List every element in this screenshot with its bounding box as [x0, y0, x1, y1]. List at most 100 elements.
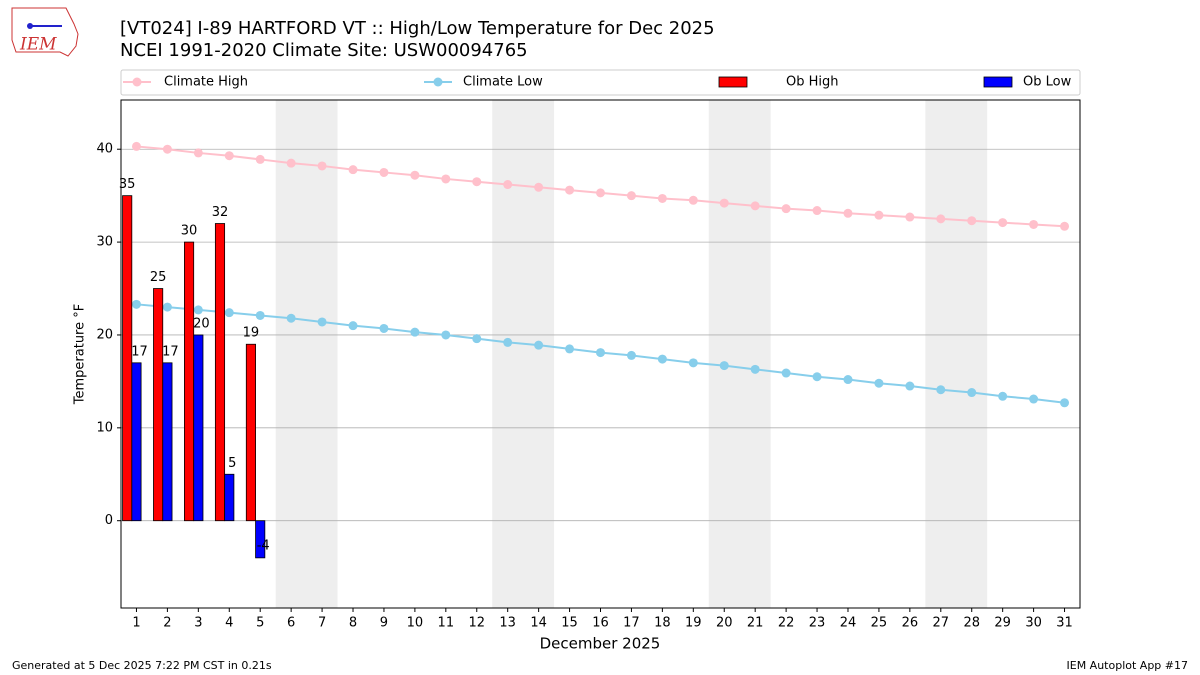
x-tick-label: 27	[933, 616, 950, 631]
point	[626, 350, 636, 360]
point	[286, 158, 296, 168]
x-tick-label: 29	[994, 616, 1011, 631]
bar-label: 5	[228, 456, 236, 471]
point	[843, 208, 853, 218]
point	[967, 216, 977, 226]
legend-label: Ob High	[786, 75, 839, 90]
legend-label: Ob Low	[1023, 75, 1072, 90]
point	[534, 340, 544, 350]
point	[936, 214, 946, 224]
y-tick-label: 40	[96, 142, 113, 157]
x-tick-label: 14	[530, 616, 547, 631]
point	[441, 174, 451, 184]
point	[657, 193, 667, 203]
legend-box	[120, 69, 1081, 96]
point	[565, 185, 575, 195]
point	[936, 385, 946, 395]
y-tick-label: 10	[96, 420, 113, 435]
legend-swatch	[983, 76, 1013, 88]
point	[1029, 219, 1039, 229]
point	[596, 348, 605, 358]
chart-title: [VT024] I-89 HARTFORD VT :: High/Low Tem…	[120, 18, 715, 39]
point	[348, 165, 358, 175]
x-tick-label: 1	[132, 616, 140, 631]
point	[255, 310, 265, 320]
line	[136, 145, 1065, 228]
point	[441, 330, 451, 340]
x-tick-label: 15	[561, 616, 578, 631]
point	[998, 391, 1008, 401]
point	[317, 161, 327, 171]
point	[224, 151, 234, 161]
bar	[153, 288, 164, 522]
point	[843, 375, 853, 385]
point	[719, 361, 729, 371]
logo-outline	[11, 7, 79, 57]
logo-text: IEM	[19, 35, 57, 55]
bar	[214, 223, 226, 522]
y-tick-label: 20	[96, 327, 113, 342]
x-tick-label: 31	[1056, 616, 1073, 631]
footer-right: IEM Autoplot App #17	[1067, 659, 1189, 672]
point	[688, 195, 698, 205]
bar-label: 19	[243, 326, 260, 341]
point	[781, 368, 791, 378]
point	[1060, 398, 1070, 408]
x-tick-label: 25	[871, 616, 888, 631]
point	[379, 323, 389, 333]
plot-frame	[120, 99, 1081, 609]
bar-label: 17	[131, 344, 148, 359]
point	[534, 182, 544, 192]
legend-swatch	[718, 76, 748, 88]
point	[1029, 394, 1039, 404]
point	[812, 372, 822, 382]
point	[596, 188, 605, 198]
legend-label: Climate High	[164, 75, 248, 90]
point	[781, 204, 791, 214]
y-axis-label: Temperature °F	[73, 304, 88, 405]
x-tick-label: 5	[256, 616, 264, 631]
x-tick-label: 17	[623, 616, 640, 631]
weekend-shade	[925, 100, 988, 608]
point	[657, 354, 667, 364]
chart-subtitle: NCEI 1991-2020 Climate Site: USW00094765	[120, 40, 528, 61]
x-tick-label: 10	[407, 616, 424, 631]
bar	[162, 362, 173, 522]
point	[905, 212, 915, 222]
x-tick-label: 22	[778, 616, 795, 631]
point	[503, 180, 513, 190]
x-tick-label: 8	[349, 616, 357, 631]
weekend-shade	[492, 100, 555, 608]
point	[379, 167, 389, 177]
logo: IEM	[11, 7, 79, 57]
point	[998, 218, 1008, 228]
point	[348, 321, 358, 331]
x-tick-label: 7	[318, 616, 326, 631]
x-tick-label: 13	[499, 616, 516, 631]
point	[162, 144, 172, 154]
x-tick-label: 24	[840, 616, 857, 631]
point	[410, 170, 420, 180]
point	[905, 381, 915, 391]
bar-label: 25	[150, 270, 167, 285]
point	[874, 378, 884, 388]
point	[410, 327, 420, 337]
bar-label: 30	[181, 224, 198, 239]
bar	[193, 334, 204, 522]
point	[317, 317, 327, 327]
point	[719, 198, 729, 208]
point	[750, 364, 760, 374]
bar	[224, 473, 235, 522]
x-tick-label: 19	[685, 616, 702, 631]
footer-left: Generated at 5 Dec 2025 7:22 PM CST in 0…	[12, 659, 272, 672]
bar-label: 20	[193, 316, 210, 331]
x-tick-label: 26	[902, 616, 919, 631]
point	[688, 358, 698, 368]
x-tick-label: 9	[380, 616, 388, 631]
x-tick-label: 21	[747, 616, 764, 631]
weekend-shade	[708, 100, 771, 608]
legend-marker	[433, 77, 443, 87]
x-tick-label: 2	[163, 616, 171, 631]
point	[1060, 221, 1070, 231]
